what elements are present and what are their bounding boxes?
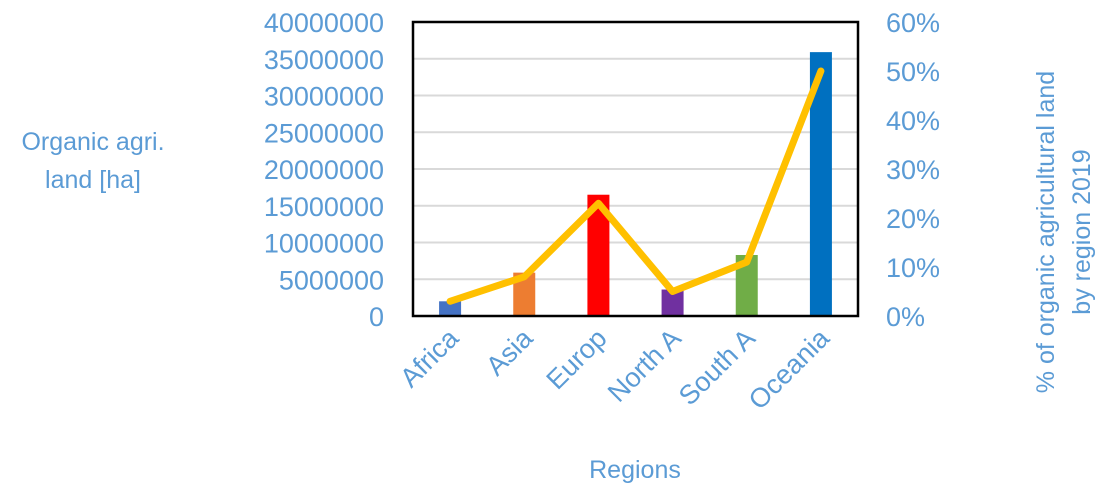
y-axis-title-line-2: land [ha] xyxy=(45,166,141,194)
y-tick-label: 30000000 xyxy=(264,82,384,112)
y-tick-label: 0 xyxy=(369,302,384,332)
bar xyxy=(735,254,758,316)
x-tick-label: Asia xyxy=(480,322,539,381)
bar xyxy=(439,301,462,316)
y-tick-label: 40000000 xyxy=(264,8,384,38)
gridlines xyxy=(413,57,858,281)
y2-tick-label: 0% xyxy=(886,302,925,332)
y2-tick-label: 20% xyxy=(886,204,940,234)
y-tick-label: 15000000 xyxy=(264,192,384,222)
bar xyxy=(587,194,610,316)
x-tick-label: Europ xyxy=(540,323,612,395)
y-axis-title-line-1: Organic agri. xyxy=(21,128,164,156)
y2-tick-label: 10% xyxy=(886,253,940,283)
y-tick-label: 5000000 xyxy=(279,265,384,295)
x-tick-label: North A xyxy=(602,323,687,408)
y2-tick-label: 40% xyxy=(886,106,940,136)
left-axis-ticks: 0 5000000 10000000 15000000 20000000 25000000… xyxy=(264,8,384,332)
bar xyxy=(513,272,536,316)
y-tick-label: 35000000 xyxy=(264,45,384,75)
right-axis-ticks: 0% 10% 20% 30% 40% 50% 60% xyxy=(886,8,940,332)
y-tick-label: 10000000 xyxy=(264,229,384,259)
x-tick-label: Africa xyxy=(394,322,465,393)
line-path xyxy=(446,67,825,305)
y2-axis-title-line-1: % of organic agricultural land xyxy=(1032,71,1060,393)
y-tick-label: 20000000 xyxy=(264,155,384,185)
bar xyxy=(661,289,684,316)
line-series xyxy=(446,67,825,305)
y2-tick-label: 60% xyxy=(886,8,940,38)
y-tick-label: 25000000 xyxy=(264,118,384,148)
x-tick-label: Oceania xyxy=(743,322,836,415)
bar-series xyxy=(439,52,832,316)
y2-axis-title: % of organic agricultural land by region… xyxy=(1032,71,1096,393)
x-axis-title: Regions xyxy=(589,456,681,484)
plot-area-border xyxy=(411,20,860,318)
bar xyxy=(809,52,832,316)
y2-axis-title-line-2: by region 2019 xyxy=(1068,149,1096,314)
y2-tick-label: 30% xyxy=(886,155,940,185)
y2-tick-label: 50% xyxy=(886,57,940,87)
